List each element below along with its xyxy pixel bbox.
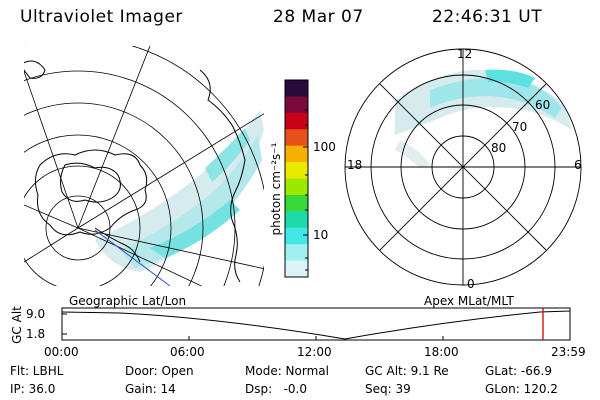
colorbar-segment xyxy=(285,227,308,245)
alt-xtick-1800: 18:00 xyxy=(424,345,459,359)
mlt-label-18: 18 xyxy=(347,158,363,172)
colorbar-unit-label: photon cm⁻²s⁻¹ xyxy=(269,142,283,236)
alt-xtick-1200: 12:00 xyxy=(297,345,332,359)
mlt-label-0: 0 xyxy=(467,277,475,291)
apex-caption: Apex MLat/MLT xyxy=(424,294,514,308)
mlt-label-12: 12 xyxy=(457,47,473,61)
alt-xtick-2359: 23:59 xyxy=(551,345,586,359)
colorbar-segment xyxy=(285,260,308,278)
status-ip: IP: 36.0 xyxy=(10,382,56,396)
status-gain: Gain: 14 xyxy=(125,382,176,396)
colorbar-segment xyxy=(285,211,308,229)
colorbar-ticks xyxy=(303,109,308,271)
status-flt: Flt: LBHL xyxy=(10,364,64,378)
colorbar-segment xyxy=(285,145,308,163)
colorbar-segment xyxy=(285,194,308,212)
observation-date: 28 Mar 07 xyxy=(273,7,364,27)
apex-grid xyxy=(344,48,582,286)
aurora-emission-left xyxy=(95,110,264,272)
mlat-label-80: 80 xyxy=(491,141,507,155)
altitude-curve xyxy=(61,310,571,340)
status-dsp: Dsp: -0.0 xyxy=(245,382,308,396)
status-gcalt: GC Alt: 9.1 Re xyxy=(365,364,449,378)
mlat-label-70: 70 xyxy=(512,120,528,134)
status-glat: GLat: -66.9 xyxy=(485,364,552,378)
colorbar-tick-10: 10 xyxy=(313,228,329,242)
colorbar-segment xyxy=(285,80,308,97)
observation-time: 22:46:31 UT xyxy=(432,7,543,27)
color-scale-bar xyxy=(285,80,308,278)
colorbar-segment xyxy=(285,244,308,262)
colorbar-segment xyxy=(285,96,308,114)
mlt-label-6: 6 xyxy=(574,158,582,172)
status-door: Door: Open xyxy=(125,364,194,378)
altitude-plot xyxy=(61,307,571,341)
alt-ylabel: GC Alt xyxy=(10,306,24,344)
status-mode: Mode: Normal xyxy=(245,364,329,378)
colorbar-segment xyxy=(285,112,308,130)
status-seq: Seq: 39 xyxy=(365,382,411,396)
alt-xtick-0000: 00:00 xyxy=(44,345,79,359)
alt-ytick-1.8: 1.8 xyxy=(26,327,46,341)
terminator-line xyxy=(94,229,171,286)
geographic-caption: Geographic Lat/Lon xyxy=(69,294,187,308)
mlat-label-60: 60 xyxy=(535,98,551,112)
apex-polar-map xyxy=(344,48,582,286)
status-glon: GLon: 120.2 xyxy=(485,382,558,396)
colorbar-segment xyxy=(285,178,308,196)
colorbar-segment xyxy=(285,162,308,179)
geo-grid xyxy=(24,46,264,286)
alt-xtick-0600: 06:00 xyxy=(170,345,205,359)
colorbar-segment xyxy=(285,129,308,147)
instrument-title: Ultraviolet Imager xyxy=(20,7,183,27)
colorbar-tick-100: 100 xyxy=(313,140,336,154)
alt-ytick-9: 9.0 xyxy=(26,307,46,321)
geographic-map xyxy=(24,46,264,286)
